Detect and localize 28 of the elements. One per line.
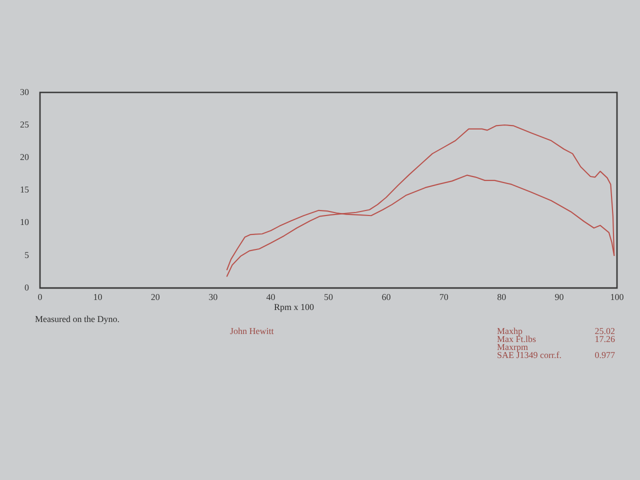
text: SAE J1349 corr.f.	[497, 350, 562, 360]
x-tick-label: 90	[554, 292, 564, 302]
text: 17.26	[594, 334, 615, 344]
x-tick-label: 40	[266, 292, 276, 302]
y-tick-label: 25	[20, 119, 30, 130]
text: 0.977	[594, 350, 615, 360]
x-tick-label: 60	[382, 292, 392, 302]
text: Maxhp	[497, 326, 522, 336]
y-tick-label: 30	[20, 86, 30, 97]
x-axis-title: Rpm x 100	[274, 302, 314, 312]
x-tick-label: 80	[497, 292, 507, 302]
y-tick-label: 15	[20, 184, 30, 195]
x-tick-label: 20	[150, 292, 160, 302]
text: John Hewitt	[230, 326, 274, 336]
x-tick-label: 50	[324, 292, 334, 302]
y-tick-label: 0	[24, 282, 30, 292]
text: Maxrpm	[497, 342, 528, 352]
y-tick-label: 10	[20, 217, 30, 228]
x-tick-label: 30	[208, 292, 218, 302]
x-tick-label: 10	[93, 292, 103, 302]
y-tick-label: 5	[24, 250, 30, 260]
x-tick-label: 70	[439, 292, 449, 302]
text: Max Ft.lbs	[497, 334, 536, 344]
x-tick-label: 0	[38, 292, 43, 302]
text: 25.02	[594, 326, 615, 336]
x-tick-label: 100	[610, 292, 624, 302]
y-tick-label: 20	[20, 152, 30, 162]
text: Measured on the Dyno.	[35, 314, 120, 324]
